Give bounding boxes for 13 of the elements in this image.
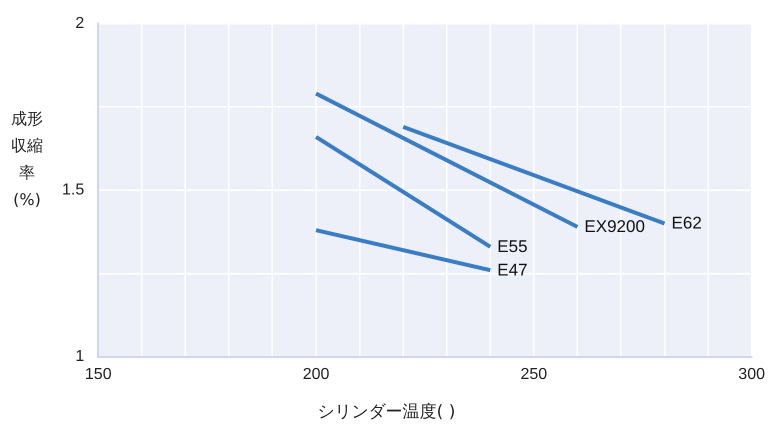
x-tick-label: 250 [520, 366, 548, 383]
y-tick-label: 1.5 [62, 182, 84, 199]
y-tick-label: 1 [75, 348, 84, 366]
x-tick-label: 300 [738, 366, 766, 383]
x-axis-title: シリンダー温度( ) [316, 401, 456, 423]
series-label: EX9200 [584, 217, 645, 236]
x-tick-label: 200 [302, 366, 330, 383]
y-axis-title: 成形収縮率(%) [10, 108, 44, 211]
series-label: E55 [497, 237, 528, 256]
series-label: E47 [497, 260, 528, 280]
series-label: E62 [672, 214, 702, 233]
x-tick-label: 150 [84, 366, 112, 383]
y-tick-label: 2 [75, 15, 84, 32]
